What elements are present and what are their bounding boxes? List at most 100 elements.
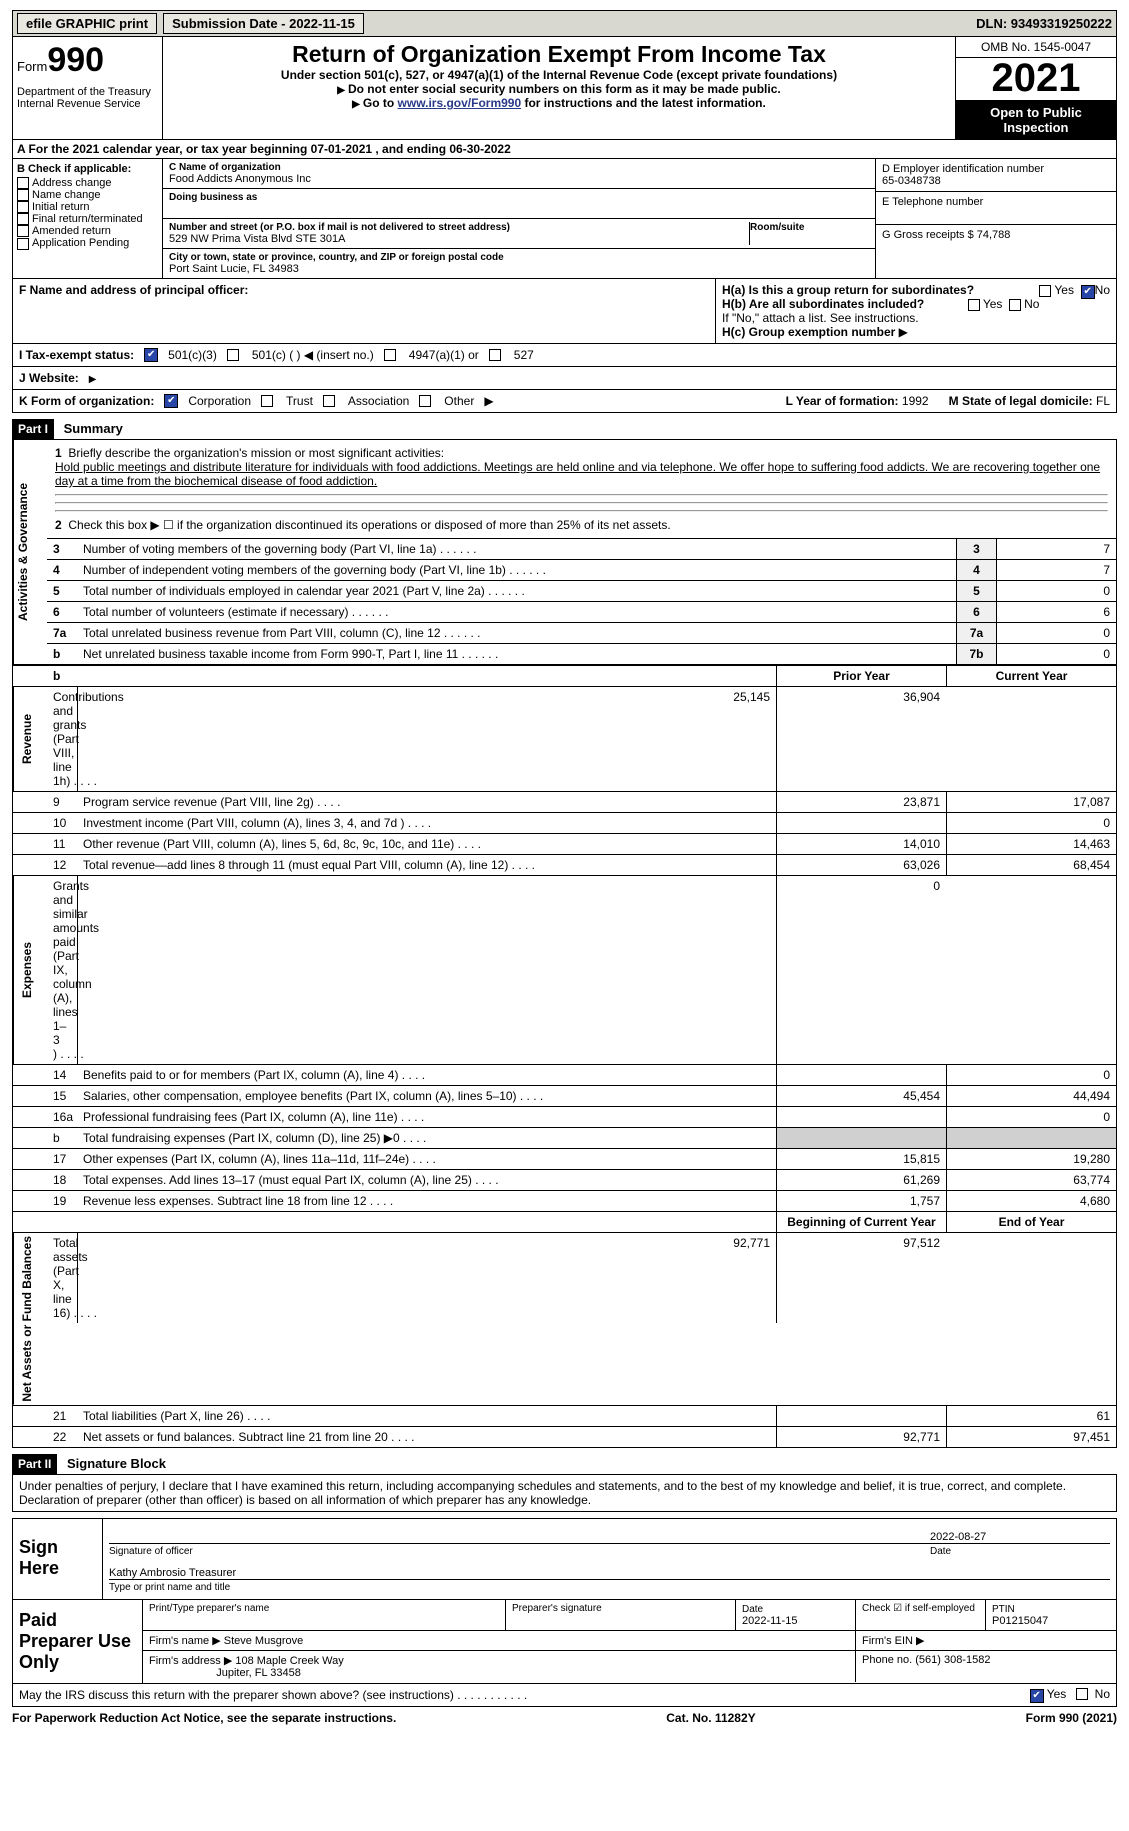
- line-value: 0: [996, 581, 1116, 601]
- prior-grey: [776, 1128, 946, 1148]
- begin-year-header: Beginning of Current Year: [776, 1212, 946, 1232]
- line-text: Program service revenue (Part VIII, line…: [77, 792, 776, 812]
- line-text: Other revenue (Part VIII, column (A), li…: [77, 834, 776, 854]
- line-text: Grants and similar amounts paid (Part IX…: [47, 876, 77, 1064]
- cur-grey: [946, 1128, 1116, 1148]
- 501c3-checkbox[interactable]: [144, 348, 158, 362]
- line-text: Salaries, other compensation, employee b…: [77, 1086, 776, 1106]
- address-label: Number and street (or P.O. box if mail i…: [169, 222, 749, 233]
- current-value: 63,774: [946, 1170, 1116, 1190]
- officer-name: Kathy Ambrosio Treasurer: [109, 1567, 930, 1579]
- corporation-checkbox[interactable]: [164, 394, 178, 408]
- line-num: b: [47, 644, 77, 664]
- 501c-checkbox[interactable]: [227, 349, 239, 361]
- mission-text: Hold public meetings and distribute lite…: [55, 460, 1100, 488]
- form-title: Return of Organization Exempt From Incom…: [167, 41, 951, 68]
- opt-trust: Trust: [286, 394, 313, 408]
- checkbox-name-change[interactable]: [17, 189, 29, 201]
- line-text: Number of independent voting members of …: [77, 560, 956, 580]
- prior-year-header: Prior Year: [776, 666, 946, 686]
- line-num: 7a: [47, 623, 77, 643]
- hb-yes-checkbox[interactable]: [968, 299, 980, 311]
- b-item-label: Amended return: [32, 225, 111, 237]
- current-value: 19,280: [946, 1149, 1116, 1169]
- line-text: Contributions and grants (Part VIII, lin…: [47, 687, 77, 791]
- line-text: Number of voting members of the governin…: [77, 539, 956, 559]
- line-text: Total number of individuals employed in …: [77, 581, 956, 601]
- row-a-tax-year: A For the 2021 calendar year, or tax yea…: [12, 140, 1117, 159]
- hb-label: H(b) Are all subordinates included?: [722, 297, 924, 311]
- current-value: 0: [946, 813, 1116, 833]
- 527-checkbox[interactable]: [489, 349, 501, 361]
- hb-note: If "No," attach a list. See instructions…: [722, 311, 1110, 325]
- goto-post: for instructions and the latest informat…: [521, 96, 766, 110]
- line-box: 5: [956, 581, 996, 601]
- g-gross-label: G Gross receipts $: [882, 229, 974, 241]
- opt-assoc: Association: [348, 394, 409, 408]
- dba-label: Doing business as: [169, 192, 869, 203]
- line-value: 7: [996, 560, 1116, 580]
- part1-body: Activities & Governance 1 Briefly descri…: [12, 439, 1117, 665]
- b-item-label: Initial return: [32, 201, 89, 213]
- prior-value: [776, 813, 946, 833]
- checkbox-initial-return[interactable]: [17, 201, 29, 213]
- submission-date: Submission Date - 2022-11-15: [163, 13, 364, 34]
- checkbox-final-return[interactable]: [17, 213, 29, 225]
- prior-value: [77, 876, 776, 1064]
- tax-year: 2021: [956, 58, 1116, 101]
- m-label: M State of legal domicile:: [949, 394, 1093, 408]
- line-num: 16a: [47, 1107, 77, 1127]
- association-checkbox[interactable]: [323, 395, 335, 407]
- side-label: Revenue: [13, 687, 47, 791]
- 4947-checkbox[interactable]: [384, 349, 396, 361]
- j-label: J Website:: [19, 371, 79, 385]
- preparer-sig-label: Preparer's signature: [512, 1603, 729, 1614]
- checkbox-amended-return[interactable]: [17, 225, 29, 237]
- line-text: Net unrelated business taxable income fr…: [77, 644, 956, 664]
- row-i-tax-status: I Tax-exempt status: 501(c)(3) 501(c) ( …: [12, 344, 1117, 367]
- p-date-value: 2022-11-15: [742, 1615, 797, 1627]
- city-label: City or town, state or province, country…: [169, 252, 869, 263]
- revenue-expenses-section: b Prior Year Current Year Revenue Contri…: [12, 665, 1117, 1448]
- checkbox-application-pending[interactable]: [17, 238, 29, 250]
- discuss-yes-checkbox[interactable]: [1030, 1689, 1044, 1703]
- line-num: 11: [47, 834, 77, 854]
- opt-527: 527: [514, 348, 534, 362]
- form-990-number: 990: [47, 41, 104, 79]
- footer-form: Form 990 (2021): [1026, 1711, 1117, 1725]
- current-value: 61: [946, 1406, 1116, 1426]
- line-value: 0: [996, 623, 1116, 643]
- checkbox-address-change[interactable]: [17, 177, 29, 189]
- footer-cat: Cat. No. 11282Y: [396, 1711, 1025, 1725]
- ha-yes-checkbox[interactable]: [1039, 285, 1051, 297]
- line-box: 7b: [956, 644, 996, 664]
- side-label: Net Assets or Fund Balances: [13, 1233, 47, 1405]
- hc-label: H(c) Group exemption number: [722, 325, 895, 339]
- c-name-label: C Name of organization: [169, 162, 869, 173]
- line-text: Total expenses. Add lines 13–17 (must eq…: [77, 1170, 776, 1190]
- other-checkbox[interactable]: [419, 395, 431, 407]
- discuss-yes: Yes: [1047, 1687, 1067, 1701]
- side-activities-governance: Activities & Governance: [13, 440, 47, 664]
- current-value: 44,494: [946, 1086, 1116, 1106]
- b-item-label: Name change: [32, 189, 101, 201]
- trust-checkbox[interactable]: [261, 395, 273, 407]
- form-number: Form990: [17, 41, 158, 80]
- l-label: L Year of formation:: [786, 394, 899, 408]
- form-word: Form: [17, 59, 47, 74]
- paid-preparer-label: Paid Preparer Use Only: [13, 1600, 143, 1683]
- line-value: 0: [996, 644, 1116, 664]
- hb-no-checkbox[interactable]: [1009, 299, 1021, 311]
- section-f-h: F Name and address of principal officer:…: [12, 279, 1117, 344]
- discuss-no-checkbox[interactable]: [1076, 1688, 1088, 1700]
- irs-link[interactable]: www.irs.gov/Form990: [398, 96, 522, 110]
- sign-here-label: Sign Here: [13, 1519, 103, 1599]
- type-name-label: Type or print name and title: [109, 1582, 1110, 1593]
- current-value: 4,680: [946, 1191, 1116, 1211]
- current-value: 0: [776, 876, 946, 1064]
- ha-no-checkbox[interactable]: [1081, 285, 1095, 299]
- declaration-text: Under penalties of perjury, I declare th…: [12, 1474, 1117, 1512]
- firm-ein-label: Firm's EIN ▶: [862, 1635, 925, 1647]
- efile-print-button[interactable]: efile GRAPHIC print: [17, 13, 157, 34]
- street-address: 529 NW Prima Vista Blvd STE 301A: [169, 233, 749, 245]
